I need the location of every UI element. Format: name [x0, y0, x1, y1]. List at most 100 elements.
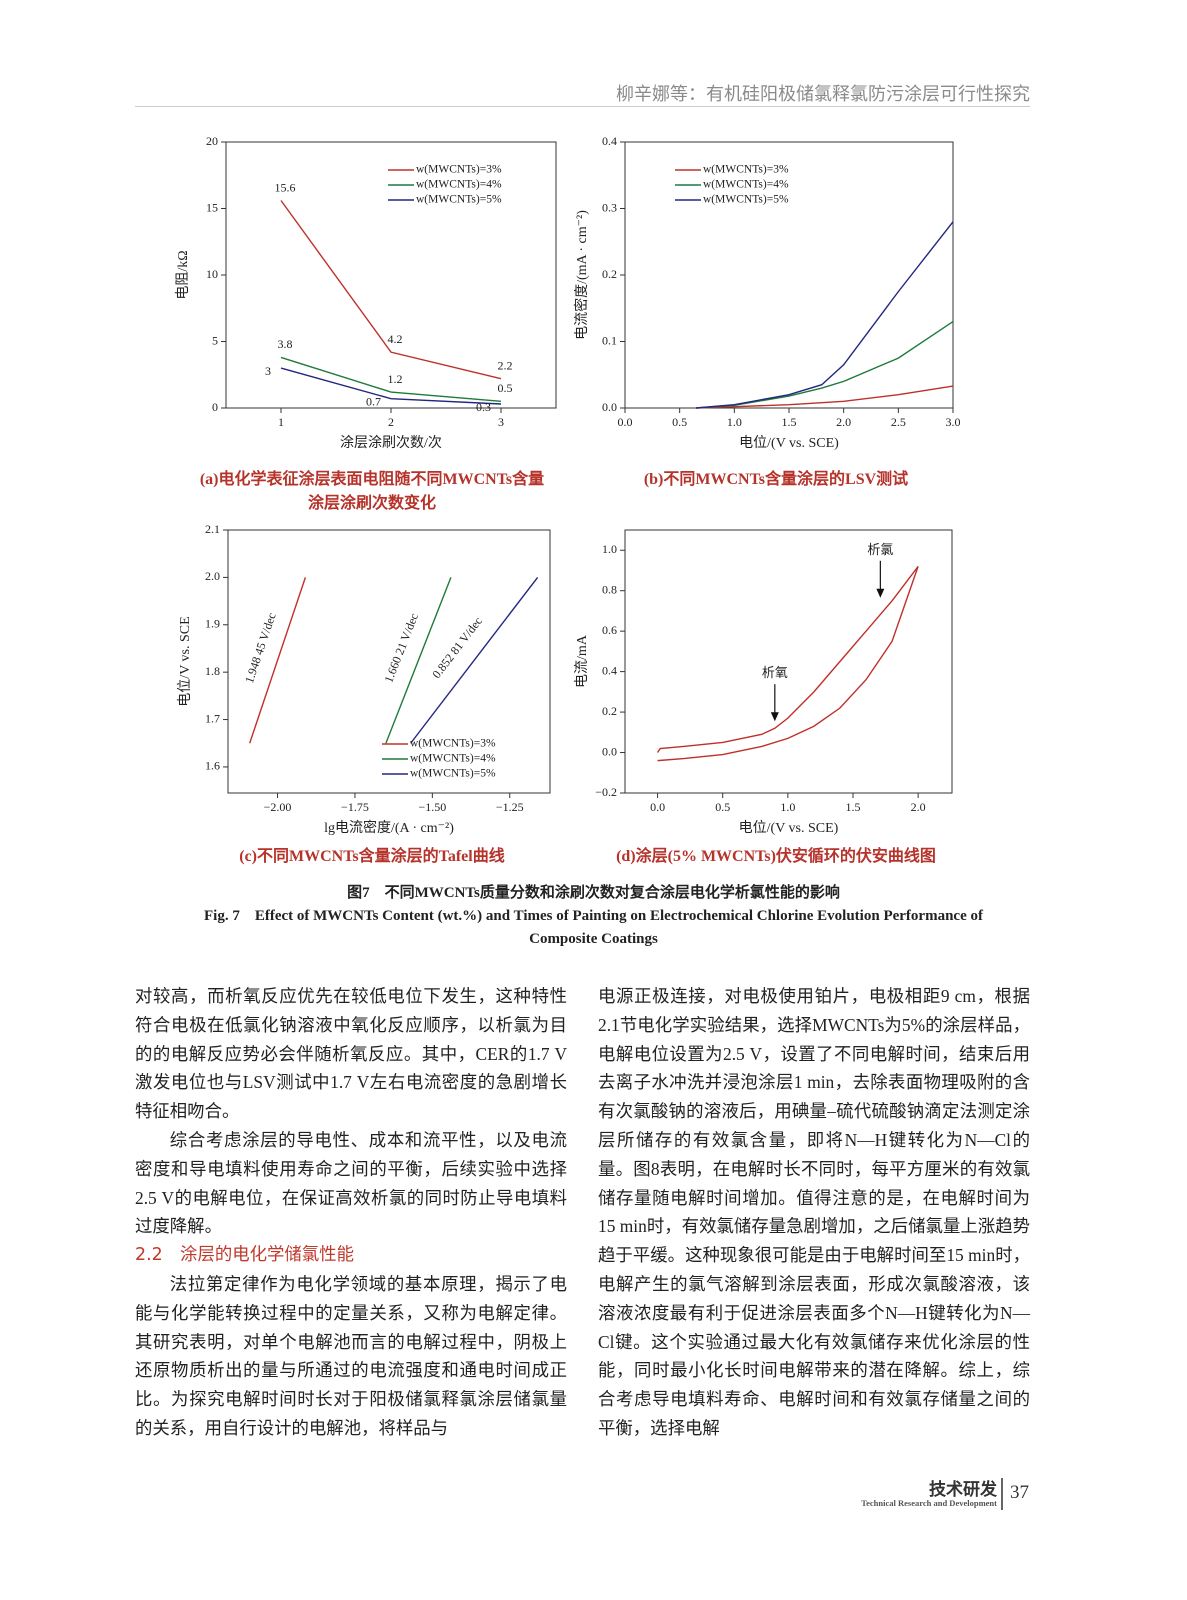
subcaption: (b)不同MWCNTs含量涂层的LSV测试	[536, 468, 1016, 492]
y-axis-label: 电流/mA	[574, 634, 590, 688]
section-heading: 2.2 涂层的电化学储氯性能	[135, 1245, 354, 1266]
x-tick-label: −1.50	[418, 800, 446, 814]
paragraph: 对较高，而析氧反应优先在较低电位下发生，这种特性符合电极在低氯化钠溶液中氧化反应…	[135, 986, 567, 1122]
paragraph: 法拉第定律作为电化学领域的基本原理，揭示了电能与化学能转换过程中的定量关系，又称…	[135, 1273, 567, 1438]
y-tick-label: 0.4	[602, 663, 617, 677]
header-rule	[135, 106, 1030, 107]
x-tick-label: 1.0	[727, 415, 742, 429]
plot-frame	[624, 529, 953, 794]
x-tick-label: 0.5	[715, 800, 730, 814]
x-axis-label: lg电流密度/(A · cm⁻²)	[324, 819, 454, 836]
x-tick-label: −1.25	[496, 800, 524, 814]
data-label: 3.8	[278, 337, 293, 351]
running-title: 柳辛娜等：有机硅阳极储氯释氯防污涂层可行性探究	[616, 84, 1030, 105]
x-tick-label: 1.5	[782, 415, 797, 429]
data-label: 0.5	[498, 381, 513, 395]
legend-label: w(MWCNTs)=3%	[416, 164, 502, 176]
x-tick-label: 3.0	[946, 415, 961, 429]
x-tick-label: 1.5	[845, 800, 860, 814]
x-tick-label: 2	[388, 415, 394, 429]
y-tick-label: 1.8	[205, 664, 220, 678]
x-tick-label: 2.0	[911, 800, 926, 814]
y-tick-label: 0.0	[602, 400, 617, 414]
plot-frame	[227, 529, 551, 794]
subcaption-line: 涂层涂刷次数变化	[307, 495, 436, 512]
y-axis-label: 电位/V vs. SCE	[177, 616, 193, 706]
x-tick-label: 2.5	[891, 415, 906, 429]
body-left-column: 对较高，而析氧反应优先在较低电位下发生，这种特性符合电极在低氯化钠溶液中氧化反应…	[135, 982, 567, 1443]
series-line	[696, 221, 954, 409]
subcaption-line: (d)涂层(5% MWCNTs)伏安循环的伏安曲线图	[616, 848, 936, 865]
data-label: 1.2	[388, 372, 403, 386]
y-tick-label: 1.6	[205, 759, 220, 773]
y-tick-label: 2.1	[205, 522, 220, 536]
x-tick-label: −1.75	[341, 800, 369, 814]
data-label: 15.6	[275, 180, 296, 194]
legend-label: w(MWCNTs)=3%	[410, 738, 496, 750]
y-tick-label: 1.9	[205, 617, 220, 631]
data-label: 2.2	[498, 358, 513, 372]
plot-frame	[624, 141, 954, 409]
legend-label: w(MWCNTs)=4%	[410, 753, 496, 765]
x-tick-label: 0.5	[672, 415, 687, 429]
x-tick-label: 1	[278, 415, 284, 429]
x-tick-label: 1.0	[780, 800, 795, 814]
y-tick-label: 2.0	[205, 569, 220, 583]
y-tick-label: 1.7	[205, 711, 220, 725]
figure: 1 2 3 0 5 10 15 20 涂层涂刷次数/次 电阻/kΩ 15.6 4.2 2.2 3.8 1.2…	[175, 134, 961, 836]
footer-section: 技术研发	[929, 1480, 997, 1500]
y-tick-label: 1.0	[602, 542, 617, 556]
subcaption: (a)电化学表征涂层表面电阻随不同MWCNTs含量 涂层涂刷次数变化	[132, 468, 612, 516]
legend-label: w(MWCNTs)=5%	[703, 194, 789, 206]
subcaption-line: (b)不同MWCNTs含量涂层的LSV测试	[643, 471, 909, 488]
y-axis-label: 电阻/kΩ	[175, 250, 191, 299]
data-label: 0.7	[366, 394, 381, 408]
subcaption-line: (a)电化学表征涂层表面电阻随不同MWCNTs含量	[199, 471, 545, 488]
legend-label: w(MWCNTs)=5%	[416, 194, 502, 206]
y-tick-label: 0.6	[602, 623, 617, 637]
series-line	[696, 320, 954, 409]
subcaption: (c)不同MWCNTs含量涂层的Tafel曲线	[132, 845, 612, 869]
legend-label: w(MWCNTs)=4%	[416, 179, 502, 191]
annotation: 析氧	[762, 665, 788, 680]
y-tick-label: 10	[206, 267, 218, 281]
y-tick-label: 0.2	[602, 704, 617, 718]
x-axis-label: 电位/(V vs. SCE)	[739, 820, 839, 836]
data-label: 4.2	[388, 332, 403, 346]
subcaption: (d)涂层(5% MWCNTs)伏安循环的伏安曲线图	[536, 845, 1016, 869]
x-tick-label: −2.00	[264, 800, 292, 814]
series-line	[385, 577, 452, 744]
footer-bar	[1001, 1478, 1003, 1510]
slope-label: 0.852 81 V/dec	[429, 614, 485, 681]
y-tick-label: −0.2	[595, 785, 617, 799]
legend-label: w(MWCNTs)=4%	[703, 179, 789, 191]
y-tick-label: 5	[212, 333, 218, 347]
y-tick-label: 0.4	[602, 134, 617, 148]
data-label: 0.3	[476, 400, 491, 414]
x-tick-label: 0.0	[650, 800, 665, 814]
series-line	[656, 565, 919, 762]
subcaption-line: (c)不同MWCNTs含量涂层的Tafel曲线	[239, 848, 505, 865]
page-number: 37	[1010, 1482, 1029, 1503]
y-tick-label: 20	[206, 134, 218, 148]
x-tick-label: 3	[498, 415, 504, 429]
series-line	[249, 577, 307, 744]
footer-section-en: Technical Research and Development	[861, 1498, 997, 1508]
paragraph: 综合考虑涂层的导电性、成本和流平性，以及电流密度和导电填料使用寿命之间的平衡，后…	[135, 1129, 567, 1237]
data-label: 3	[265, 364, 271, 378]
x-axis-label: 涂层涂刷次数/次	[340, 435, 442, 451]
series-line	[280, 356, 502, 403]
x-axis-label: 电位/(V vs. SCE)	[739, 435, 839, 451]
series-line	[696, 385, 954, 409]
x-tick-label: 2.0	[836, 415, 851, 429]
series-line	[410, 576, 539, 744]
series-line	[280, 367, 502, 405]
y-tick-label: 0.8	[602, 582, 617, 596]
slope-label: 1.660 21 V/dec	[381, 611, 421, 684]
arrow-head	[770, 712, 779, 722]
y-tick-label: 15	[206, 200, 218, 214]
arrow-head	[876, 588, 885, 598]
paragraph: 电源正极连接，对电极使用铂片，电极相距9 cm，根据2.1节电化学实验结果，选择…	[598, 986, 1030, 1438]
y-axis-label: 电流密度/(mA · cm⁻²)	[573, 210, 590, 340]
